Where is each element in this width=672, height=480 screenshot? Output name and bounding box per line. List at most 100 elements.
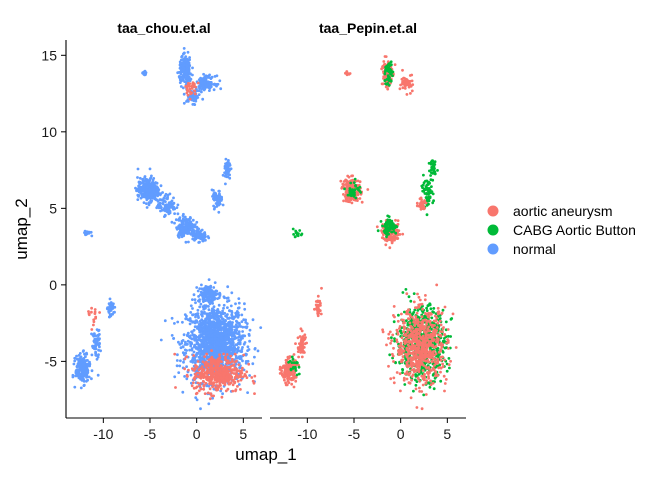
- point-aortic-aneurysm: [212, 372, 216, 376]
- point-normal: [201, 233, 205, 237]
- point-normal: [199, 407, 202, 411]
- point-aortic-aneurysm: [231, 383, 235, 387]
- point-normal: [195, 354, 198, 357]
- point-aortic-aneurysm: [421, 307, 424, 311]
- facet-points-2: [278, 55, 458, 411]
- point-normal: [159, 184, 163, 188]
- point-aortic-aneurysm: [231, 368, 235, 371]
- point-normal: [196, 308, 200, 312]
- point-aortic-aneurysm: [213, 362, 217, 366]
- point-normal: [224, 345, 228, 349]
- point-aortic-aneurysm: [226, 359, 230, 362]
- point-aortic-aneurysm: [239, 388, 242, 391]
- facet-points-1: [71, 47, 263, 411]
- point-normal: [137, 180, 141, 184]
- point-normal: [230, 335, 234, 338]
- point-aortic-aneurysm: [200, 371, 204, 375]
- point-normal: [197, 85, 201, 88]
- facet-title-2: taa_Pepin.et.al: [319, 20, 417, 36]
- point-normal: [228, 168, 231, 171]
- point-normal: [251, 362, 255, 366]
- point-normal: [188, 322, 192, 326]
- point-normal: [185, 65, 189, 68]
- point-normal: [216, 320, 220, 324]
- point-aortic-aneurysm: [93, 310, 97, 314]
- point-normal: [134, 186, 137, 190]
- point-normal: [233, 335, 237, 338]
- point-normal: [82, 358, 86, 362]
- point-normal: [225, 166, 229, 169]
- point-normal: [219, 332, 223, 335]
- point-aortic-aneurysm: [404, 337, 408, 341]
- point-normal: [199, 334, 203, 338]
- point-normal: [191, 66, 194, 70]
- point-normal: [198, 323, 201, 326]
- point-normal: [227, 334, 230, 337]
- point-normal: [183, 313, 187, 316]
- point-aortic-aneurysm: [427, 344, 430, 347]
- point-normal: [137, 184, 141, 188]
- point-cabg-aortic-button: [414, 383, 418, 387]
- point-aortic-aneurysm: [437, 343, 441, 347]
- point-aortic-aneurysm: [421, 341, 425, 345]
- point-normal: [145, 192, 149, 196]
- point-normal: [151, 183, 154, 187]
- point-normal: [90, 234, 94, 238]
- point-normal: [212, 322, 216, 325]
- point-aortic-aneurysm: [215, 384, 219, 387]
- point-aortic-aneurysm: [423, 359, 426, 362]
- point-aortic-aneurysm: [421, 383, 425, 387]
- point-normal: [203, 87, 207, 91]
- point-aortic-aneurysm: [415, 311, 419, 315]
- point-normal: [218, 346, 221, 350]
- point-normal: [213, 291, 217, 295]
- point-normal: [201, 335, 205, 339]
- point-normal: [173, 221, 176, 225]
- point-normal: [72, 362, 76, 366]
- point-aortic-aneurysm: [201, 360, 205, 364]
- point-normal: [230, 291, 234, 295]
- point-aortic-aneurysm: [446, 341, 450, 344]
- point-cabg-aortic-button: [398, 329, 402, 333]
- point-aortic-aneurysm: [439, 358, 443, 362]
- point-aortic-aneurysm: [193, 82, 196, 86]
- point-normal: [245, 353, 248, 356]
- point-normal: [206, 297, 209, 300]
- point-aortic-aneurysm: [381, 330, 385, 334]
- point-normal: [108, 313, 112, 316]
- point-normal: [212, 347, 215, 351]
- point-normal: [188, 58, 192, 62]
- point-aortic-aneurysm: [417, 367, 420, 371]
- point-normal: [201, 305, 205, 309]
- point-normal: [230, 309, 234, 313]
- point-normal: [227, 327, 230, 331]
- point-normal: [166, 209, 169, 213]
- point-normal: [181, 390, 185, 394]
- point-normal: [213, 332, 217, 336]
- point-aortic-aneurysm: [398, 372, 402, 376]
- point-normal: [135, 189, 138, 193]
- point-aortic-aneurysm: [93, 308, 97, 311]
- point-aortic-aneurysm: [244, 374, 248, 377]
- point-aortic-aneurysm: [208, 366, 212, 370]
- point-normal: [169, 205, 173, 209]
- point-normal: [78, 357, 81, 360]
- point-normal: [217, 303, 221, 307]
- point-normal: [189, 304, 193, 308]
- point-aortic-aneurysm: [220, 395, 224, 399]
- point-normal: [203, 77, 207, 81]
- point-normal: [74, 374, 77, 378]
- point-normal: [212, 317, 216, 320]
- point-normal: [145, 206, 149, 209]
- point-aortic-aneurysm: [408, 381, 412, 385]
- point-aortic-aneurysm: [218, 374, 222, 377]
- point-aortic-aneurysm: [412, 370, 416, 374]
- point-normal: [96, 333, 100, 337]
- point-aortic-aneurysm: [90, 310, 93, 314]
- point-aortic-aneurysm: [392, 305, 396, 308]
- point-normal: [160, 206, 163, 210]
- point-aortic-aneurysm: [247, 362, 251, 366]
- point-aortic-aneurysm: [229, 354, 233, 358]
- point-aortic-aneurysm: [441, 362, 444, 366]
- point-normal: [189, 77, 193, 81]
